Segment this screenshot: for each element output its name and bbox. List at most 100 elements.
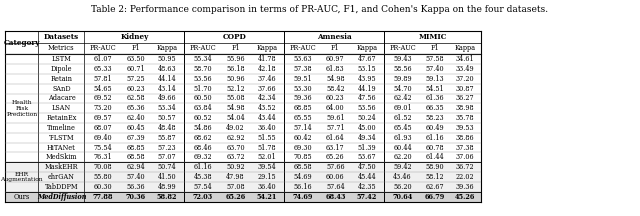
Text: 59.51: 59.51	[293, 75, 312, 83]
Text: TabDDPM: TabDDPM	[45, 183, 78, 191]
Text: 54.51: 54.51	[426, 85, 445, 93]
Text: 57.54: 57.54	[193, 183, 212, 191]
Text: 61.64: 61.64	[326, 134, 345, 142]
Text: 68.46: 68.46	[193, 144, 212, 152]
Text: 60.71: 60.71	[126, 65, 145, 73]
Text: 61.16: 61.16	[426, 134, 445, 142]
Text: RetainEx: RetainEx	[46, 114, 77, 122]
Text: 62.42: 62.42	[393, 94, 412, 102]
Text: 58.70: 58.70	[193, 65, 212, 73]
Text: 53.15: 53.15	[357, 65, 376, 73]
Text: F1: F1	[131, 44, 140, 52]
Text: F1: F1	[231, 44, 240, 52]
Text: 60.44: 60.44	[393, 144, 412, 152]
Text: 69.57: 69.57	[93, 114, 113, 122]
Text: Health
Risk
Prediction: Health Risk Prediction	[6, 100, 37, 117]
Text: 65.45: 65.45	[393, 124, 412, 132]
Text: Amnesia: Amnesia	[317, 33, 351, 41]
Text: PR-AUC: PR-AUC	[90, 44, 116, 52]
Text: F1: F1	[431, 44, 440, 52]
Text: Datasets: Datasets	[44, 33, 79, 41]
Text: 61.93: 61.93	[393, 134, 412, 142]
Text: 47.98: 47.98	[226, 173, 245, 181]
Text: 65.26: 65.26	[326, 153, 345, 161]
Text: 69.01: 69.01	[393, 104, 412, 112]
Text: 41.78: 41.78	[257, 55, 276, 63]
Text: Timeline: Timeline	[47, 124, 76, 132]
Text: 51.78: 51.78	[257, 144, 276, 152]
Text: 60.30: 60.30	[93, 183, 113, 191]
Text: 70.08: 70.08	[93, 163, 113, 171]
Text: Kappa: Kappa	[356, 44, 378, 52]
Text: 54.70: 54.70	[393, 85, 412, 93]
Text: 43.52: 43.52	[257, 104, 276, 112]
Text: 42.35: 42.35	[357, 183, 376, 191]
Text: 61.07: 61.07	[93, 55, 113, 63]
Text: 57.14: 57.14	[293, 124, 312, 132]
Text: PR-AUC: PR-AUC	[389, 44, 416, 52]
Text: 63.72: 63.72	[226, 153, 245, 161]
Text: 43.44: 43.44	[257, 114, 276, 122]
Text: 36.72: 36.72	[456, 163, 475, 171]
Text: 54.69: 54.69	[293, 173, 312, 181]
Text: 35.78: 35.78	[456, 114, 475, 122]
Text: 60.45: 60.45	[126, 124, 145, 132]
Text: 55.96: 55.96	[226, 55, 245, 63]
Text: 70.64: 70.64	[392, 193, 413, 201]
Text: 47.50: 47.50	[357, 163, 376, 171]
Text: 44.19: 44.19	[357, 85, 376, 93]
Text: 77.88: 77.88	[93, 193, 113, 201]
Text: Ours: Ours	[13, 193, 30, 201]
Text: 38.98: 38.98	[456, 104, 475, 112]
Text: Kappa: Kappa	[256, 44, 278, 52]
Text: 29.15: 29.15	[257, 173, 276, 181]
Text: 57.08: 57.08	[226, 183, 245, 191]
Text: 68.43: 68.43	[325, 193, 346, 201]
Text: LSTM: LSTM	[51, 55, 72, 63]
Text: Adacare: Adacare	[47, 94, 76, 102]
Text: 62.20: 62.20	[393, 153, 412, 161]
Text: 61.52: 61.52	[393, 114, 412, 122]
Text: Category: Category	[3, 39, 40, 47]
Text: 50.24: 50.24	[357, 114, 376, 122]
Text: F1: F1	[331, 44, 340, 52]
Text: 69.52: 69.52	[93, 94, 113, 102]
Text: 62.94: 62.94	[126, 163, 145, 171]
Text: 47.56: 47.56	[357, 94, 376, 102]
Text: 60.97: 60.97	[326, 55, 345, 63]
Text: 74.69: 74.69	[292, 193, 313, 201]
Text: 59.42: 59.42	[393, 163, 412, 171]
Text: 51.70: 51.70	[193, 85, 212, 93]
Text: 57.23: 57.23	[157, 144, 177, 152]
Text: 65.55: 65.55	[293, 114, 312, 122]
Text: 37.06: 37.06	[456, 153, 475, 161]
Text: 59.36: 59.36	[293, 94, 312, 102]
Text: 61.44: 61.44	[426, 153, 445, 161]
Text: 57.25: 57.25	[126, 75, 145, 83]
Text: 63.50: 63.50	[126, 55, 145, 63]
Text: 57.64: 57.64	[326, 183, 345, 191]
Text: 56.36: 56.36	[126, 183, 145, 191]
Text: 57.42: 57.42	[356, 193, 377, 201]
Text: 61.16: 61.16	[193, 163, 212, 171]
Text: 63.17: 63.17	[326, 144, 345, 152]
Text: 45.26: 45.26	[455, 193, 476, 201]
Text: 53.56: 53.56	[357, 104, 376, 112]
Text: 63.84: 63.84	[193, 104, 212, 112]
Text: 59.13: 59.13	[426, 75, 445, 83]
Text: 45.38: 45.38	[193, 173, 212, 181]
Text: 39.54: 39.54	[257, 163, 276, 171]
Text: T-LSTM: T-LSTM	[49, 134, 74, 142]
Text: 75.54: 75.54	[93, 144, 113, 152]
Text: COPD: COPD	[222, 33, 246, 41]
Text: 51.55: 51.55	[257, 134, 276, 142]
Text: 52.01: 52.01	[257, 153, 276, 161]
Text: 64.00: 64.00	[326, 104, 345, 112]
Text: 48.48: 48.48	[157, 124, 177, 132]
Text: 72.03: 72.03	[193, 193, 213, 201]
Text: 54.86: 54.86	[193, 124, 212, 132]
Text: 58.82: 58.82	[157, 193, 177, 201]
Text: 59.61: 59.61	[326, 114, 345, 122]
Text: 36.27: 36.27	[456, 94, 475, 102]
Text: 57.66: 57.66	[326, 163, 345, 171]
